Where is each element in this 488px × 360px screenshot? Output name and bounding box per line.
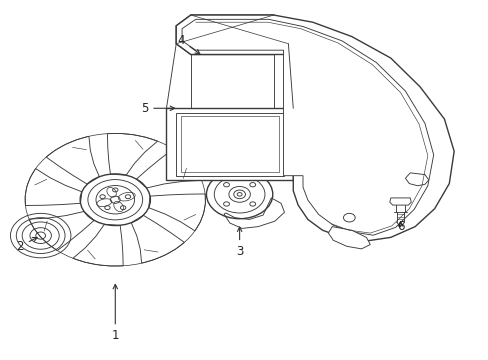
Text: 2: 2 [17,238,37,253]
Polygon shape [176,113,283,176]
Polygon shape [166,108,293,180]
Polygon shape [176,15,288,54]
Text: 6: 6 [396,220,404,233]
Text: 1: 1 [111,284,119,342]
Polygon shape [328,226,369,249]
Polygon shape [176,15,453,241]
Text: 5: 5 [141,102,174,115]
Polygon shape [389,198,410,205]
Text: 3: 3 [235,227,243,258]
Polygon shape [182,19,433,235]
Text: 4: 4 [177,33,200,54]
Polygon shape [181,116,278,172]
Polygon shape [182,19,282,50]
Polygon shape [405,173,428,186]
